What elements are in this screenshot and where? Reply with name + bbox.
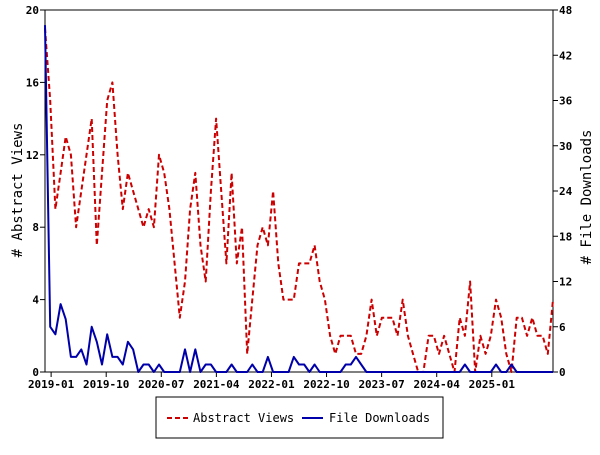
- legend-label-abstract-views: Abstract Views: [193, 411, 294, 425]
- right-axis: 0 6 12 18 24 30 36 42 48: [553, 4, 573, 379]
- right-tick-label: 42: [559, 49, 572, 62]
- legend-label-file-downloads: File Downloads: [329, 411, 430, 425]
- left-tick-label: 20: [26, 4, 39, 17]
- x-tick-label: 2019-01: [28, 378, 75, 391]
- right-tick-label: 24: [559, 185, 573, 198]
- left-tick-label: 8: [32, 221, 39, 234]
- legend: Abstract Views File Downloads: [155, 396, 444, 439]
- series-line-abstract-views: [44, 28, 554, 373]
- plot-frame: [44, 9, 554, 373]
- left-tick-label: 12: [26, 149, 39, 162]
- series-line-file-downloads: [44, 25, 553, 373]
- right-tick-label: 18: [559, 230, 572, 243]
- legend-box: [155, 396, 444, 439]
- plot-border: [44, 9, 554, 373]
- series-layer: [44, 25, 554, 373]
- x-tick-label: 2020-07: [138, 378, 184, 391]
- right-axis-title: # File Downloads: [579, 130, 595, 265]
- left-tick-label: 4: [32, 294, 39, 307]
- x-tick-label: 2021-04: [193, 378, 240, 391]
- x-tick-label: 2022-10: [303, 378, 349, 391]
- right-tick-label: 6: [559, 321, 566, 334]
- right-tick-label: 0: [559, 366, 566, 379]
- x-tick-label: 2023-07: [358, 378, 404, 391]
- x-axis: 2019-01 2019-10 2020-07 2021-04 2022-01 2022-…: [28, 372, 515, 391]
- right-tick-label: 36: [559, 95, 573, 108]
- x-tick-label: 2025-01: [469, 378, 516, 391]
- left-tick-label: 0: [32, 366, 39, 379]
- right-tick-label: 30: [559, 140, 572, 153]
- x-tick-label: 2024-04: [414, 378, 461, 391]
- left-axis-title: # Abstract Views: [10, 123, 26, 258]
- right-tick-label: 12: [559, 276, 572, 289]
- x-tick-label: 2019-10: [83, 378, 129, 391]
- left-tick-label: 16: [26, 76, 40, 89]
- right-tick-label: 48: [559, 4, 572, 17]
- left-axis: 0 4 8 12 16 20: [26, 4, 45, 379]
- x-tick-label: 2022-01: [248, 378, 295, 391]
